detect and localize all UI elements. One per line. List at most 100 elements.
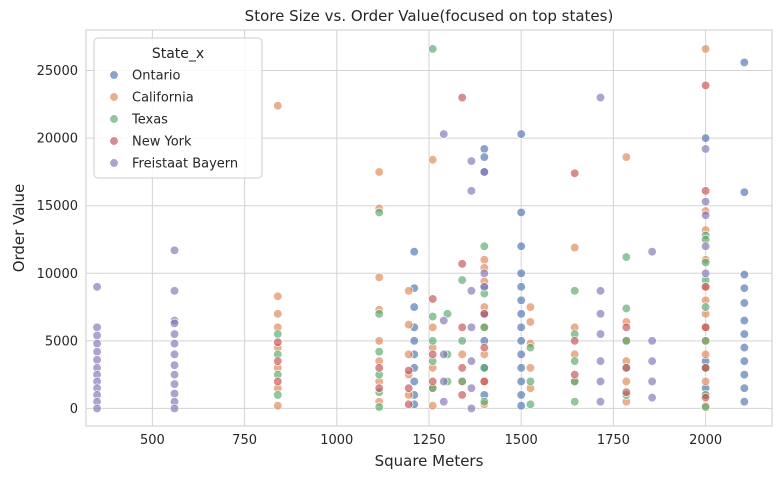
data-point-freistaat-bayern bbox=[647, 336, 657, 346]
data-point-ontario bbox=[516, 268, 526, 278]
data-point-texas bbox=[570, 356, 580, 366]
data-point-freistaat-bayern bbox=[700, 268, 711, 278]
data-point-freistaat-bayern bbox=[595, 92, 606, 103]
data-point-ontario bbox=[739, 269, 749, 280]
data-point-ontario bbox=[739, 369, 749, 380]
data-point-new-york bbox=[457, 322, 467, 332]
data-point-texas bbox=[621, 336, 631, 346]
legend-marker bbox=[109, 114, 119, 124]
legend-entry: Freistaat Bayern bbox=[132, 157, 238, 172]
data-point-texas bbox=[273, 329, 283, 339]
legend-marker bbox=[109, 136, 119, 146]
data-point-freistaat-bayern bbox=[700, 210, 711, 220]
data-point-california bbox=[404, 286, 414, 296]
data-point-freistaat-bayern bbox=[439, 129, 449, 139]
data-point-ontario bbox=[516, 349, 526, 360]
data-point-texas bbox=[525, 376, 536, 387]
data-point-freistaat-bayern bbox=[595, 356, 606, 366]
data-point-freistaat-bayern bbox=[169, 379, 180, 389]
data-point-ontario bbox=[516, 401, 526, 411]
data-point-freistaat-bayern bbox=[700, 196, 711, 207]
data-point-new-york bbox=[700, 186, 711, 196]
data-point-california bbox=[457, 349, 467, 360]
data-point-freistaat-bayern bbox=[92, 347, 102, 357]
data-point-freistaat-bayern bbox=[647, 356, 657, 366]
x-axis-ticks: 500 750 1000 1250 1500 1750 2000 bbox=[140, 433, 722, 448]
data-point-freistaat-bayern bbox=[169, 245, 180, 255]
data-point-new-york bbox=[570, 369, 580, 380]
data-point-ontario bbox=[516, 363, 526, 373]
data-point-california bbox=[428, 322, 438, 332]
data-point-freistaat-bayern bbox=[479, 268, 489, 278]
data-point-freistaat-bayern bbox=[169, 349, 180, 360]
data-point-ontario bbox=[516, 376, 526, 387]
data-point-texas bbox=[700, 302, 711, 312]
data-point-california bbox=[273, 101, 283, 111]
data-point-california bbox=[273, 291, 283, 301]
x-axis-label: Square Meters bbox=[375, 452, 484, 470]
data-point-freistaat-bayern bbox=[439, 315, 449, 326]
data-point-ontario bbox=[739, 187, 749, 197]
data-point-ontario bbox=[516, 390, 526, 400]
data-point-california bbox=[273, 309, 283, 319]
legend-items: Ontario California Texas New York Freistaat … bbox=[109, 69, 238, 172]
data-point-freistaat-bayern bbox=[595, 397, 606, 407]
data-point-california bbox=[700, 376, 711, 387]
data-point-texas bbox=[479, 241, 489, 251]
data-point-freistaat-bayern bbox=[439, 376, 449, 387]
data-point-new-york bbox=[273, 337, 283, 347]
data-point-texas bbox=[525, 399, 536, 410]
data-point-texas bbox=[273, 390, 283, 400]
y-tick-label: 5000 bbox=[45, 334, 78, 349]
data-point-texas bbox=[428, 44, 438, 54]
data-point-new-york bbox=[570, 336, 580, 346]
data-point-new-york bbox=[479, 342, 489, 353]
data-point-new-york bbox=[374, 383, 384, 393]
data-point-freistaat-bayern bbox=[479, 282, 489, 292]
data-point-california bbox=[374, 167, 384, 177]
legend-box bbox=[93, 37, 263, 179]
data-point-freistaat-bayern bbox=[647, 392, 657, 403]
data-point-ontario bbox=[739, 57, 749, 68]
data-point-freistaat-bayern bbox=[466, 156, 477, 166]
data-point-ontario bbox=[739, 356, 749, 366]
data-point-texas bbox=[700, 402, 711, 412]
data-point-ontario bbox=[739, 329, 749, 339]
data-point-texas bbox=[457, 376, 467, 387]
data-point-ontario bbox=[479, 144, 489, 154]
y-axis-label: Order Value bbox=[10, 184, 28, 273]
data-point-california bbox=[700, 44, 711, 54]
data-point-freistaat-bayern bbox=[439, 349, 449, 360]
data-point-freistaat-bayern bbox=[647, 376, 657, 387]
data-point-texas bbox=[457, 275, 467, 285]
y-axis-ticks: 0 5000 10000 15000 20000 25000 bbox=[37, 64, 78, 417]
data-point-freistaat-bayern bbox=[466, 286, 477, 296]
y-tick-label: 0 bbox=[70, 402, 78, 417]
data-point-new-york bbox=[700, 392, 711, 403]
legend-entry: Texas bbox=[131, 113, 168, 128]
data-point-freistaat-bayern bbox=[700, 144, 711, 154]
data-point-california bbox=[374, 336, 384, 346]
data-point-new-york bbox=[700, 363, 711, 373]
data-point-ontario bbox=[516, 207, 526, 218]
data-point-ontario bbox=[739, 383, 749, 393]
legend-marker bbox=[109, 158, 119, 168]
data-point-texas bbox=[479, 363, 489, 373]
data-point-ontario bbox=[700, 133, 711, 143]
legend-entry: New York bbox=[132, 135, 192, 150]
data-point-texas bbox=[374, 347, 384, 357]
data-point-new-york bbox=[404, 383, 414, 393]
data-point-freistaat-bayern bbox=[595, 309, 606, 319]
grid-lines bbox=[86, 30, 772, 426]
data-point-ontario bbox=[516, 295, 526, 305]
data-point-california bbox=[525, 317, 536, 327]
data-point-freistaat-bayern bbox=[595, 376, 606, 387]
data-point-ontario bbox=[516, 309, 526, 319]
data-point-california bbox=[428, 155, 438, 165]
data-point-new-york bbox=[457, 390, 467, 400]
data-point-new-york bbox=[621, 322, 631, 332]
data-point-texas bbox=[570, 286, 580, 296]
data-point-freistaat-bayern bbox=[169, 360, 180, 370]
x-tick-label: 1750 bbox=[597, 433, 630, 448]
data-point-california bbox=[404, 319, 414, 330]
